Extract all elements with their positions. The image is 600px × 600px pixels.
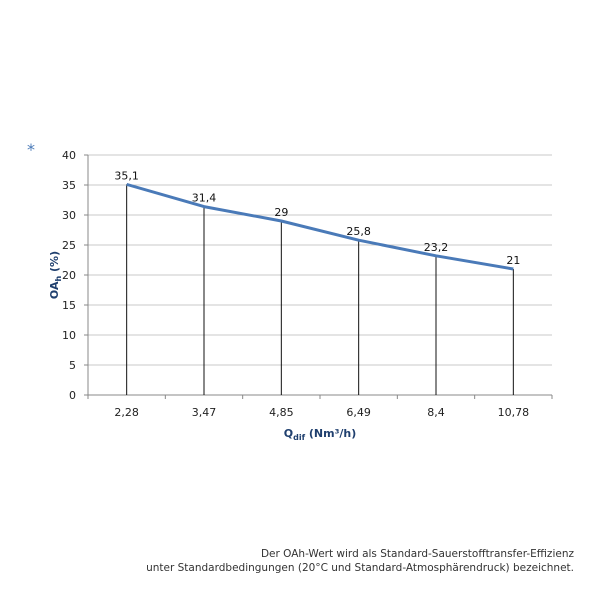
footnote-line-1: Der OAh-Wert wird als Standard-Sauerstof… bbox=[260, 548, 574, 560]
y-tick-label: 25 bbox=[62, 239, 76, 252]
x-tick-label: 10,78 bbox=[498, 406, 530, 419]
x-tick-label: 3,47 bbox=[192, 406, 217, 419]
footnote: Der OAh-Wert wird als Standard-Sauerstof… bbox=[146, 547, 574, 575]
x-tick-label: 4,85 bbox=[269, 406, 294, 419]
y-tick-label: 5 bbox=[69, 359, 76, 372]
y-tick-label: 15 bbox=[62, 299, 76, 312]
series-line bbox=[126, 182, 514, 271]
y-tick-label: 20 bbox=[62, 269, 76, 282]
data-label: 35,1 bbox=[114, 169, 139, 182]
asterisk-marker: * bbox=[27, 140, 35, 159]
y-tick-label: 10 bbox=[62, 329, 76, 342]
x-tick-label: 8,4 bbox=[427, 406, 445, 419]
y-tick-label: 30 bbox=[62, 209, 76, 222]
x-tick-label: 2,28 bbox=[114, 406, 139, 419]
data-label: 29 bbox=[274, 206, 288, 219]
y-tick-label: 0 bbox=[69, 389, 76, 402]
y-tick-label: 40 bbox=[62, 149, 76, 162]
y-axis-label: OAh (%) bbox=[48, 251, 63, 299]
y-tick-label: 35 bbox=[62, 179, 76, 192]
footnote-line-2: unter Standardbedingungen (20°C und Stan… bbox=[146, 562, 574, 574]
data-label: 25,8 bbox=[346, 225, 371, 238]
data-label: 21 bbox=[506, 254, 520, 267]
data-label: 31,4 bbox=[192, 192, 217, 205]
data-label: 23,2 bbox=[424, 241, 449, 254]
x-axis-label: Qdif (Nm³/h) bbox=[284, 427, 357, 442]
x-tick-label: 6,49 bbox=[346, 406, 371, 419]
